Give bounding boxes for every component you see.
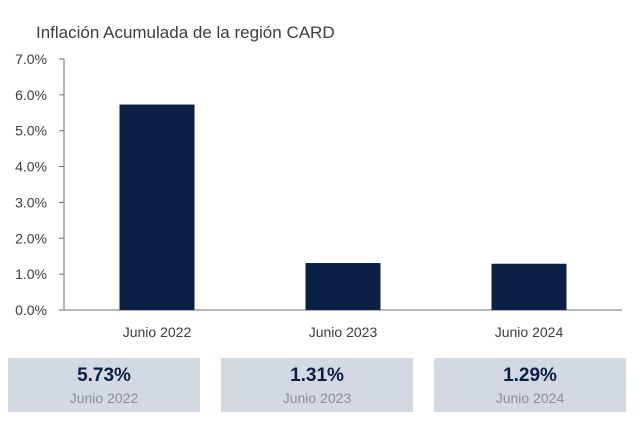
y-tick-label: 6.0% xyxy=(15,87,47,103)
summary-label: Junio 2022 xyxy=(69,390,139,406)
summary-card-2024: 1.29% Junio 2024 xyxy=(434,358,626,412)
summary-value: 1.29% xyxy=(503,365,557,386)
y-tick-label: 5.0% xyxy=(15,123,47,139)
summary-card-2023: 1.31% Junio 2023 xyxy=(221,358,413,412)
summary-value: 1.31% xyxy=(290,365,344,386)
bar xyxy=(305,263,381,310)
summary-label: Junio 2024 xyxy=(495,390,565,406)
x-tick-label: Junio 2022 xyxy=(123,324,192,340)
x-tick-label: Junio 2024 xyxy=(495,324,564,340)
bar xyxy=(119,104,195,310)
chart-title: Inflación Acumulada de la región CARD xyxy=(36,23,335,42)
y-tick-label: 2.0% xyxy=(15,230,47,246)
x-tick-label: Junio 2023 xyxy=(309,324,378,340)
bar-chart: 0.0% 1.0% 2.0% 3.0% 4.0% 5.0% 6.0% 7.0% Junio 20… xyxy=(15,51,622,340)
summary-label: Junio 2023 xyxy=(282,390,352,406)
y-tick-label: 4.0% xyxy=(15,159,47,175)
y-tick-label: 1.0% xyxy=(15,266,47,282)
summary-value: 5.73% xyxy=(77,365,131,386)
y-tick-label: 3.0% xyxy=(15,194,47,210)
bar xyxy=(491,263,567,310)
summary-card-2022: 5.73% Junio 2022 xyxy=(8,358,200,412)
y-tick-label: 0.0% xyxy=(15,302,47,318)
y-tick-label: 7.0% xyxy=(15,51,47,67)
